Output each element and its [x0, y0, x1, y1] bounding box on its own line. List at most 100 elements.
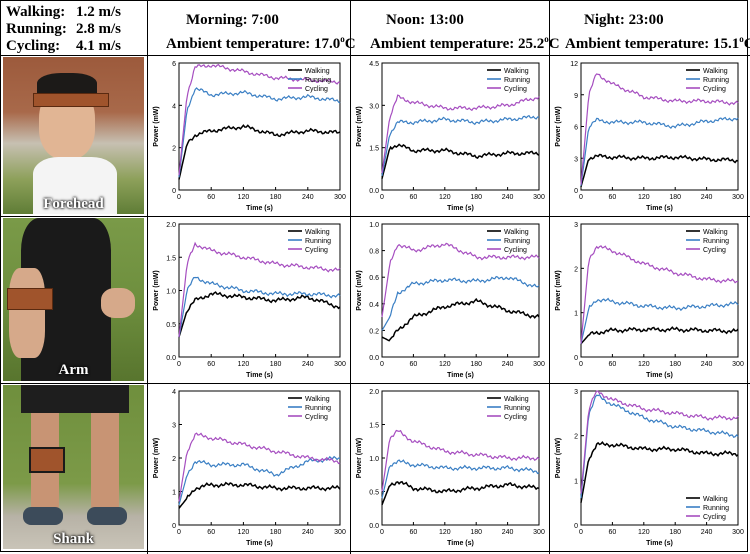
y-tick-label: 2.0 [369, 389, 379, 396]
series-line-cycling [178, 241, 341, 338]
chart-shank-night: 0 1 2 3 0 60 120 180 240 300 Time (s) Power (mW) Wal… [555, 389, 744, 547]
x-tick-label: 60 [207, 194, 215, 201]
y-tick-label: 1 [574, 478, 578, 485]
x-tick-label: 240 [701, 529, 713, 536]
x-axis-label: Time (s) [646, 205, 673, 212]
legend-label: Cycling [504, 247, 527, 254]
speed-value: 4.1 m/s [76, 38, 121, 54]
legend-label: Walking [504, 229, 529, 236]
speed-running: Running: 2.8 m/s [6, 21, 121, 38]
series-line-running [381, 459, 540, 499]
y-tick-label: 6 [574, 125, 578, 132]
y-tick-label: 0.0 [166, 355, 176, 362]
column-title: Noon: 13:00 [386, 12, 464, 28]
speed-cycling: Cycling: 4.1 m/s [6, 38, 121, 55]
y-axis-label: Power (mW) [555, 270, 562, 310]
series-line-walking [381, 297, 540, 342]
shoe-right [87, 507, 127, 525]
y-axis-label: Power (mW) [356, 270, 363, 310]
legend-label: Cycling [305, 414, 328, 421]
x-axis-label: Time (s) [447, 540, 474, 547]
person-shirt [33, 157, 117, 214]
x-tick-label: 180 [270, 361, 282, 368]
x-tick-label: 180 [270, 529, 282, 536]
legend-label: Walking [703, 229, 728, 236]
x-tick-label: 120 [238, 361, 250, 368]
x-tick-label: 240 [302, 361, 314, 368]
photo-label: Arm [58, 362, 89, 378]
y-tick-label: 12 [570, 61, 578, 68]
arm-photo: Arm [3, 218, 144, 381]
y-tick-label: 0.5 [166, 322, 176, 329]
x-tick-label: 180 [669, 361, 681, 368]
x-tick-label: 0 [579, 361, 583, 368]
x-tick-label: 60 [207, 529, 215, 536]
legend-label: Cycling [703, 247, 726, 254]
chart-forehead-noon: 0.0 1.5 3.0 4.5 0 60 120 180 240 300 Time (s) Power… [356, 61, 545, 212]
y-tick-label: 1 [574, 311, 578, 318]
x-tick-label: 180 [669, 529, 681, 536]
x-axis-label: Time (s) [246, 540, 273, 547]
x-tick-label: 60 [410, 529, 418, 536]
series-line-running [178, 87, 341, 178]
y-tick-label: 0.5 [369, 490, 379, 497]
y-tick-label: 0.4 [369, 302, 379, 309]
x-axis-label: Time (s) [646, 372, 673, 379]
x-tick-label: 60 [410, 361, 418, 368]
grid-divider [350, 0, 351, 554]
y-tick-label: 4 [172, 103, 176, 110]
speed-label: Running: [6, 21, 67, 37]
legend-label: Walking [703, 68, 728, 75]
person-hand [101, 288, 135, 318]
x-tick-label: 240 [302, 194, 314, 201]
legend-label: Walking [504, 396, 529, 403]
speed-value: 1.2 m/s [76, 4, 121, 20]
grid-divider [0, 55, 750, 56]
legend-label: Running [703, 238, 729, 245]
x-tick-label: 300 [334, 361, 346, 368]
y-tick-label: 1 [172, 490, 176, 497]
y-tick-label: 2 [574, 434, 578, 441]
plot-area [580, 223, 739, 358]
x-tick-label: 180 [470, 529, 482, 536]
column-temperature: Ambient temperature: 17.0oC [166, 34, 356, 52]
x-tick-label: 240 [502, 529, 514, 536]
y-tick-label: 3 [574, 389, 578, 396]
x-axis-label: Time (s) [447, 372, 474, 379]
y-tick-label: 2 [172, 146, 176, 153]
series-line-running [580, 297, 739, 344]
x-tick-label: 60 [609, 361, 617, 368]
series-line-walking [381, 480, 540, 506]
y-tick-label: 1.5 [369, 146, 379, 153]
x-tick-label: 300 [334, 529, 346, 536]
series-line-running [381, 275, 540, 331]
y-axis-label: Power (mW) [153, 438, 160, 478]
x-tick-label: 120 [439, 194, 451, 201]
y-axis-label: Power (mW) [153, 270, 160, 310]
forehead-photo: Forehead [3, 57, 144, 214]
chart-arm-night: 0 1 2 3 0 60 120 180 240 300 Time (s) Power (mW) Wal… [555, 222, 744, 379]
y-tick-label: 0.8 [369, 249, 379, 256]
y-tick-label: 1.0 [369, 222, 379, 229]
series-line-cycling [178, 63, 341, 176]
x-tick-label: 180 [470, 361, 482, 368]
y-tick-label: 0.0 [369, 188, 379, 195]
y-tick-label: 2 [172, 456, 176, 463]
x-tick-label: 0 [177, 361, 181, 368]
series-line-walking [178, 291, 341, 338]
series-line-walking [178, 481, 341, 509]
x-tick-label: 240 [701, 194, 713, 201]
y-tick-label: 0.2 [369, 328, 379, 335]
person-arm [9, 268, 45, 358]
series-line-cycling [381, 242, 540, 318]
legend-label: Running [305, 238, 331, 245]
grid-divider [549, 0, 550, 554]
chart-arm-morning: 0.0 0.5 1.0 1.5 2.0 0 60 120 180 240 300 Time (s) Po… [153, 222, 346, 379]
grid-divider [147, 0, 148, 554]
series-line-running [178, 455, 340, 506]
x-tick-label: 60 [609, 194, 617, 201]
series-line-walking [580, 326, 739, 345]
